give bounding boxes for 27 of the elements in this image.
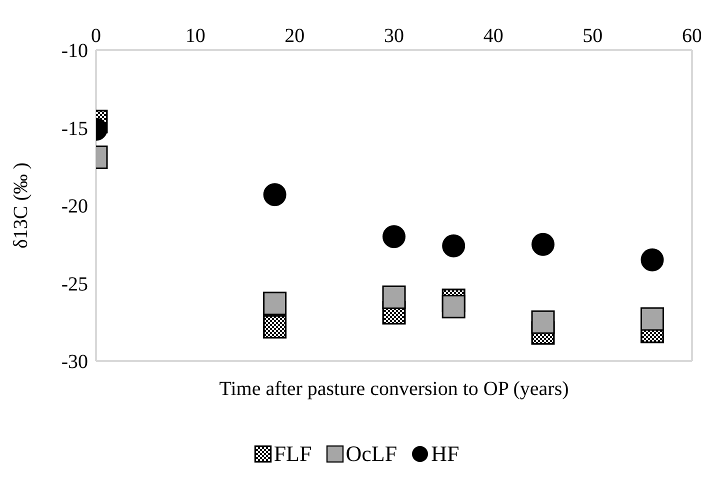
point (531, 310, 555, 334)
legend-label: HF (430, 441, 460, 467)
point (640, 248, 664, 272)
x-tick-label: 20 (284, 25, 305, 47)
y-tick-label: -25 (61, 273, 88, 296)
legend-label: OcLF (344, 441, 398, 467)
x-tick-label: 0 (91, 25, 101, 47)
point (263, 183, 286, 206)
y-tick-label: -10 (61, 40, 88, 62)
point (532, 232, 554, 256)
x-tick-label: 10 (185, 25, 206, 47)
x-tick-label: 50 (582, 25, 603, 47)
point (382, 285, 406, 309)
x-tick-label: 30 (384, 25, 404, 47)
y-tick-label: -20 (61, 196, 88, 218)
x-tick-label: 40 (483, 25, 504, 47)
y-tick-label: -15 (61, 118, 88, 140)
legend-label: FLF (272, 441, 312, 467)
point (382, 225, 406, 248)
point (263, 292, 287, 316)
y-tick-label: -30 (61, 351, 88, 374)
point (442, 234, 466, 258)
point (640, 307, 664, 331)
x-tick-label: 60 (682, 25, 701, 47)
x-axis-title: Time after pasture conversion to OP (years) (219, 378, 569, 400)
point (442, 294, 466, 318)
y-axis-title: δ13C (‰ ) (10, 162, 32, 249)
